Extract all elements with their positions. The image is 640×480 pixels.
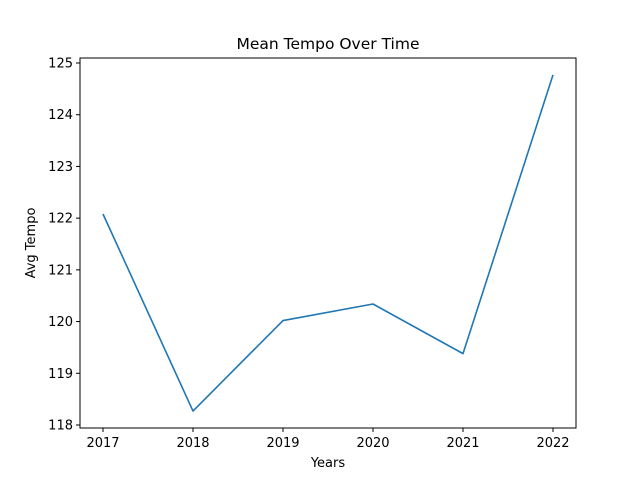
axes-frame xyxy=(79,57,577,429)
x-tick-label: 2017 xyxy=(86,436,119,451)
y-tick-label: 120 xyxy=(48,315,73,330)
x-axis-label: Years xyxy=(310,456,346,471)
plot-area xyxy=(102,74,554,412)
y-tick-label: 121 xyxy=(48,263,73,278)
y-axis: 118 119 120 121 122 123 124 125 xyxy=(48,57,80,434)
chart-title: Mean Tempo Over Time xyxy=(236,35,419,53)
x-tick-label: 2022 xyxy=(536,436,569,451)
y-tick-label: 123 xyxy=(48,160,73,175)
x-tick-label: 2019 xyxy=(266,436,299,451)
y-tick-label: 125 xyxy=(48,57,73,72)
y-tick-label: 124 xyxy=(48,108,73,123)
x-tick-label: 2020 xyxy=(356,436,389,451)
x-tick-label: 2018 xyxy=(176,436,209,451)
y-axis-label: Avg Tempo xyxy=(24,208,39,279)
y-tick-label: 119 xyxy=(48,367,73,382)
y-tick-label: 118 xyxy=(48,419,73,434)
series-line-0 xyxy=(102,74,554,412)
x-axis: 2017 2018 2019 2020 2021 2022 xyxy=(86,428,570,451)
x-tick-label: 2021 xyxy=(446,436,479,451)
y-tick-label: 122 xyxy=(48,212,73,227)
